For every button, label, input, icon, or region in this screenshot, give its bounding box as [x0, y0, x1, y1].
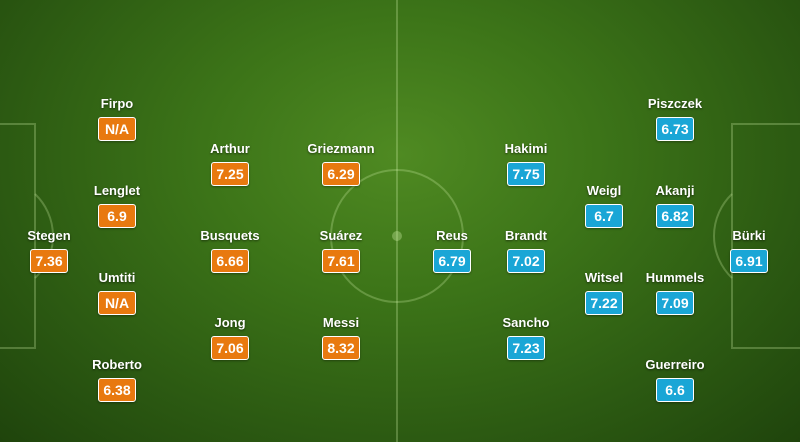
left-penalty-box — [0, 123, 36, 349]
player-jong[interactable]: Jong 7.06 — [170, 315, 290, 360]
player-name: Bürki — [732, 228, 766, 243]
rating-badge: 6.7 — [585, 204, 623, 228]
rating-badge: 7.06 — [211, 336, 249, 360]
right-penalty-arc — [713, 193, 733, 279]
rating-badge: 6.38 — [98, 378, 136, 402]
rating-badge: 7.09 — [656, 291, 694, 315]
player-name: Busquets — [200, 228, 260, 243]
player-suarez[interactable]: Suárez 7.61 — [281, 228, 401, 273]
player-lenglet[interactable]: Lenglet 6.9 — [57, 183, 177, 228]
player-akanji[interactable]: Akanji 6.82 — [615, 183, 735, 228]
player-umtiti[interactable]: Umtiti N/A — [57, 270, 177, 315]
player-messi[interactable]: Messi 8.32 — [281, 315, 401, 360]
rating-badge: 7.75 — [507, 162, 545, 186]
right-penalty-box — [731, 123, 800, 349]
player-firpo[interactable]: Firpo N/A — [57, 96, 177, 141]
rating-badge: 7.02 — [507, 249, 545, 273]
player-name: Brandt — [505, 228, 547, 243]
rating-badge: 6.79 — [433, 249, 471, 273]
rating-badge: 7.23 — [507, 336, 545, 360]
player-name: Piszczek — [647, 96, 703, 111]
rating-badge: 7.36 — [30, 249, 68, 273]
rating-badge: 6.29 — [322, 162, 360, 186]
player-griezmann[interactable]: Griezmann 6.29 — [281, 141, 401, 186]
player-burki[interactable]: Bürki 6.91 — [689, 228, 800, 273]
rating-badge: 7.61 — [322, 249, 360, 273]
player-name: Suárez — [319, 228, 363, 243]
player-arthur[interactable]: Arthur 7.25 — [170, 141, 290, 186]
rating-badge: 7.22 — [585, 291, 623, 315]
player-name: Roberto — [92, 357, 142, 372]
player-witsel[interactable]: Witsel 7.22 — [544, 270, 664, 315]
center-spot — [392, 231, 402, 241]
player-brandt[interactable]: Brandt 7.02 — [466, 228, 586, 273]
player-name: Lenglet — [93, 183, 141, 198]
player-name: Akanji — [655, 183, 695, 198]
player-name: Jong — [214, 315, 246, 330]
center-circle — [330, 169, 464, 303]
player-roberto[interactable]: Roberto 6.38 — [57, 357, 177, 402]
player-name: Messi — [322, 315, 360, 330]
player-name: Arthur — [210, 141, 250, 156]
player-busquets[interactable]: Busquets 6.66 — [170, 228, 290, 273]
player-stegen[interactable]: Stegen 7.36 — [0, 228, 109, 273]
player-name: Reus — [436, 228, 468, 243]
rating-badge: 6.82 — [656, 204, 694, 228]
player-name: Guerreiro — [645, 357, 705, 372]
rating-badge: 7.25 — [211, 162, 249, 186]
rating-badge: N/A — [98, 291, 136, 315]
player-hummels[interactable]: Hummels 7.09 — [615, 270, 735, 315]
rating-badge: 6.6 — [656, 378, 694, 402]
player-name: Firpo — [100, 96, 134, 111]
rating-badge: 8.32 — [322, 336, 360, 360]
rating-badge: 6.73 — [656, 117, 694, 141]
player-guerreiro[interactable]: Guerreiro 6.6 — [615, 357, 735, 402]
rating-badge: 6.9 — [98, 204, 136, 228]
player-sancho[interactable]: Sancho 7.23 — [466, 315, 586, 360]
player-name: Sancho — [502, 315, 550, 330]
rating-badge: 6.66 — [211, 249, 249, 273]
player-reus[interactable]: Reus 6.79 — [392, 228, 512, 273]
player-name: Weigl — [586, 183, 622, 198]
player-name: Umtiti — [98, 270, 136, 285]
player-name: Stegen — [27, 228, 71, 243]
rating-badge: N/A — [98, 117, 136, 141]
player-weigl[interactable]: Weigl 6.7 — [544, 183, 664, 228]
rating-badge: 6.91 — [730, 249, 768, 273]
player-name: Hummels — [645, 270, 705, 285]
player-piszczek[interactable]: Piszczek 6.73 — [615, 96, 735, 141]
player-name: Griezmann — [307, 141, 375, 156]
player-name: Hakimi — [504, 141, 548, 156]
player-hakimi[interactable]: Hakimi 7.75 — [466, 141, 586, 186]
player-name: Witsel — [584, 270, 624, 285]
